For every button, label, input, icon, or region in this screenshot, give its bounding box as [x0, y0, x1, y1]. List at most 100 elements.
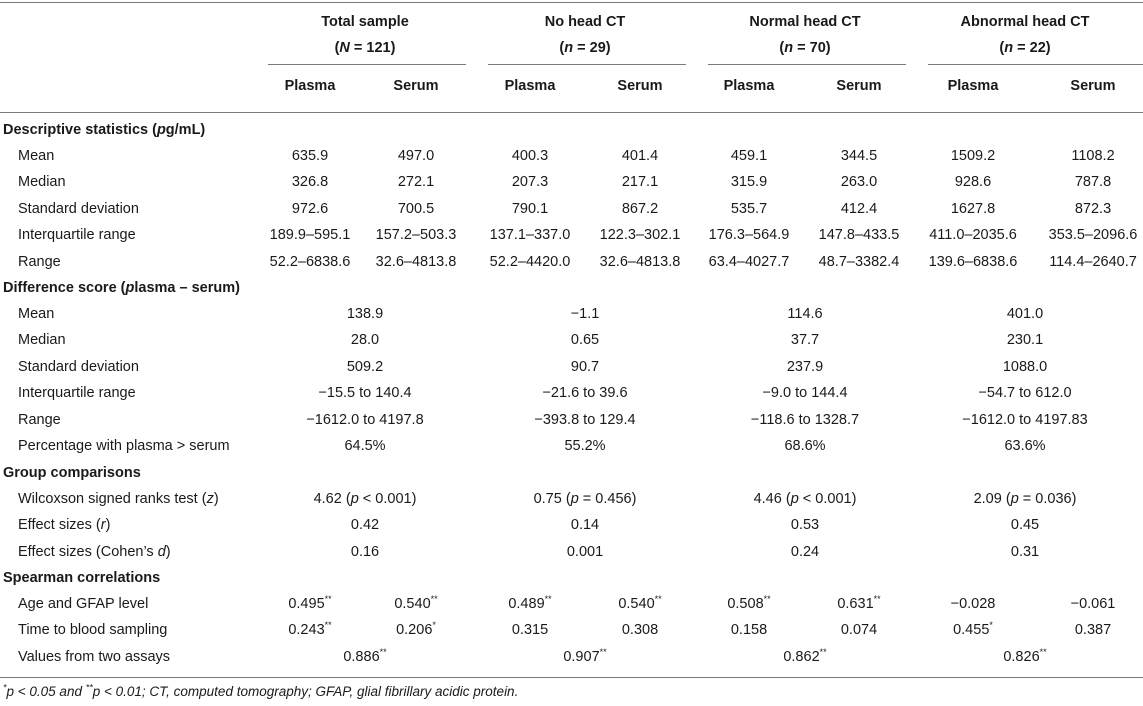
row-label: Interquartile range	[18, 227, 136, 244]
subheader-plasma: Plasma	[723, 78, 775, 94]
table-cell: 972.6	[291, 200, 329, 217]
table-cell: 790.1	[511, 200, 549, 217]
table-cell: 509.2	[346, 358, 384, 375]
table-cell: 139.6–6838.6	[928, 253, 1018, 270]
table-cell: 0.158	[730, 622, 768, 639]
row-label: Wilcoxson signed ranks test (z)	[18, 491, 219, 507]
table-cell: 217.1	[621, 174, 659, 191]
table-cell: 0.862**	[783, 647, 827, 665]
row-label: Standard deviation	[18, 358, 139, 375]
table-cell: 147.8–433.5	[818, 227, 900, 244]
table-cell: 4.62 (p < 0.001)	[313, 491, 417, 507]
table-cell: 138.9	[346, 306, 384, 322]
table-cell: 0.308	[621, 622, 659, 639]
group-title: No head CT	[544, 14, 626, 30]
group-underline	[268, 64, 466, 65]
table-cell: 928.6	[954, 174, 992, 191]
table-cell: 272.1	[397, 174, 435, 191]
row-label: Effect sizes (r)	[18, 517, 111, 534]
table-cell: 0.31	[1010, 543, 1040, 560]
subheader-serum: Serum	[1070, 78, 1116, 94]
group-title: Total sample	[321, 14, 409, 30]
table-cell: 787.8	[1074, 174, 1112, 191]
table-cell: 237.9	[786, 358, 824, 375]
table-cell: 114.4–2640.7	[1049, 253, 1137, 270]
table-cell: 0.45	[1010, 517, 1040, 534]
table-cell: 535.7	[730, 200, 768, 217]
row-label: Range	[18, 411, 61, 428]
subheader-serum: Serum	[393, 78, 439, 94]
table-cell: 137.1–337.0	[489, 227, 571, 244]
table-cell: 230.1	[1006, 332, 1044, 349]
row-label: Mean	[18, 148, 55, 164]
section-heading: Spearman correlations	[3, 570, 161, 586]
table-cell: 32.6–4813.8	[599, 253, 681, 270]
table-cell: 872.3	[1074, 200, 1112, 217]
table-cell: 0.387	[1074, 622, 1112, 639]
row-label: Percentage with plasma > serum	[18, 438, 230, 454]
table-cell: 207.3	[511, 174, 549, 191]
table-cell: −393.8 to 129.4	[534, 411, 636, 428]
footnote: *p < 0.05 and **p < 0.01; CT, computed t…	[3, 682, 519, 699]
table-cell: −15.5 to 140.4	[318, 385, 412, 402]
table-cell: 459.1	[730, 148, 768, 164]
table-cell: 0.489**	[508, 594, 552, 612]
table-cell: 122.3–302.1	[599, 227, 681, 244]
subheader-serum: Serum	[836, 78, 882, 94]
table-cell: 0.001	[566, 543, 604, 560]
table-cell: 867.2	[621, 200, 659, 217]
table-cell: 0.508**	[727, 594, 771, 612]
table-cell: −9.0 to 144.4	[762, 385, 848, 402]
table-cell: 157.2–503.3	[375, 227, 457, 244]
group-underline	[488, 64, 686, 65]
bottom-rule	[0, 677, 1143, 678]
table-cell: 401.4	[621, 148, 659, 164]
row-label: Mean	[18, 306, 55, 322]
table-cell: 411.0–2035.6	[929, 227, 1017, 244]
group-sample-size: (n = 29)	[559, 40, 611, 56]
row-label: Interquartile range	[18, 385, 136, 402]
group-title: Normal head CT	[749, 14, 861, 30]
group-title: Abnormal head CT	[960, 14, 1090, 30]
row-label: Age and GFAP level	[18, 596, 149, 612]
table-cell: 114.6	[787, 306, 823, 322]
table-cell: 0.206*	[396, 620, 436, 639]
table-cell: 0.540**	[618, 594, 662, 612]
table-cell: 263.0	[840, 174, 878, 191]
row-label: Values from two assays	[18, 649, 171, 665]
table-cell: 0.907**	[563, 647, 607, 665]
table-cell: 52.2–6838.6	[269, 253, 351, 270]
table-cell: 64.5%	[344, 438, 386, 454]
table-cell: 0.455*	[953, 620, 993, 639]
subheader-serum: Serum	[617, 78, 663, 94]
table-cell: 189.9–595.1	[269, 227, 351, 244]
table-cell: 0.495**	[288, 594, 332, 612]
table-cell: 497.0	[397, 148, 435, 164]
table-cell: 635.9	[291, 148, 329, 164]
table-cell: 344.5	[840, 148, 878, 164]
table-cell: 4.46 (p < 0.001)	[753, 491, 857, 507]
group-sample-size: (N = 121)	[334, 40, 396, 56]
table-cell: −1612.0 to 4197.8	[306, 411, 424, 428]
subheader-plasma: Plasma	[284, 78, 336, 94]
table-cell: 28.0	[350, 332, 380, 349]
table-cell: −118.6 to 1328.7	[750, 411, 860, 428]
top-rule	[0, 2, 1143, 3]
section-heading: Descriptive statistics (pg/mL)	[3, 122, 206, 138]
table-cell: 401.0	[1006, 306, 1044, 322]
table-cell: 700.5	[397, 200, 435, 217]
row-label: Effect sizes (Cohen’s d)	[18, 543, 171, 560]
table-cell: −1.1	[570, 306, 600, 322]
table-cell: 353.5–2096.6	[1048, 227, 1138, 244]
table-cell: 0.243**	[288, 620, 332, 639]
table-cell: 37.7	[790, 332, 820, 349]
table-cell: 1627.8	[950, 200, 996, 217]
section-heading: Difference score (plasma – serum)	[3, 280, 240, 296]
table-cell: −0.061	[1070, 596, 1116, 612]
table-cell: 68.6%	[784, 438, 826, 454]
row-label: Median	[18, 174, 66, 191]
header-rule	[0, 112, 1143, 113]
subheader-plasma: Plasma	[504, 78, 556, 94]
subheader-plasma: Plasma	[947, 78, 999, 94]
